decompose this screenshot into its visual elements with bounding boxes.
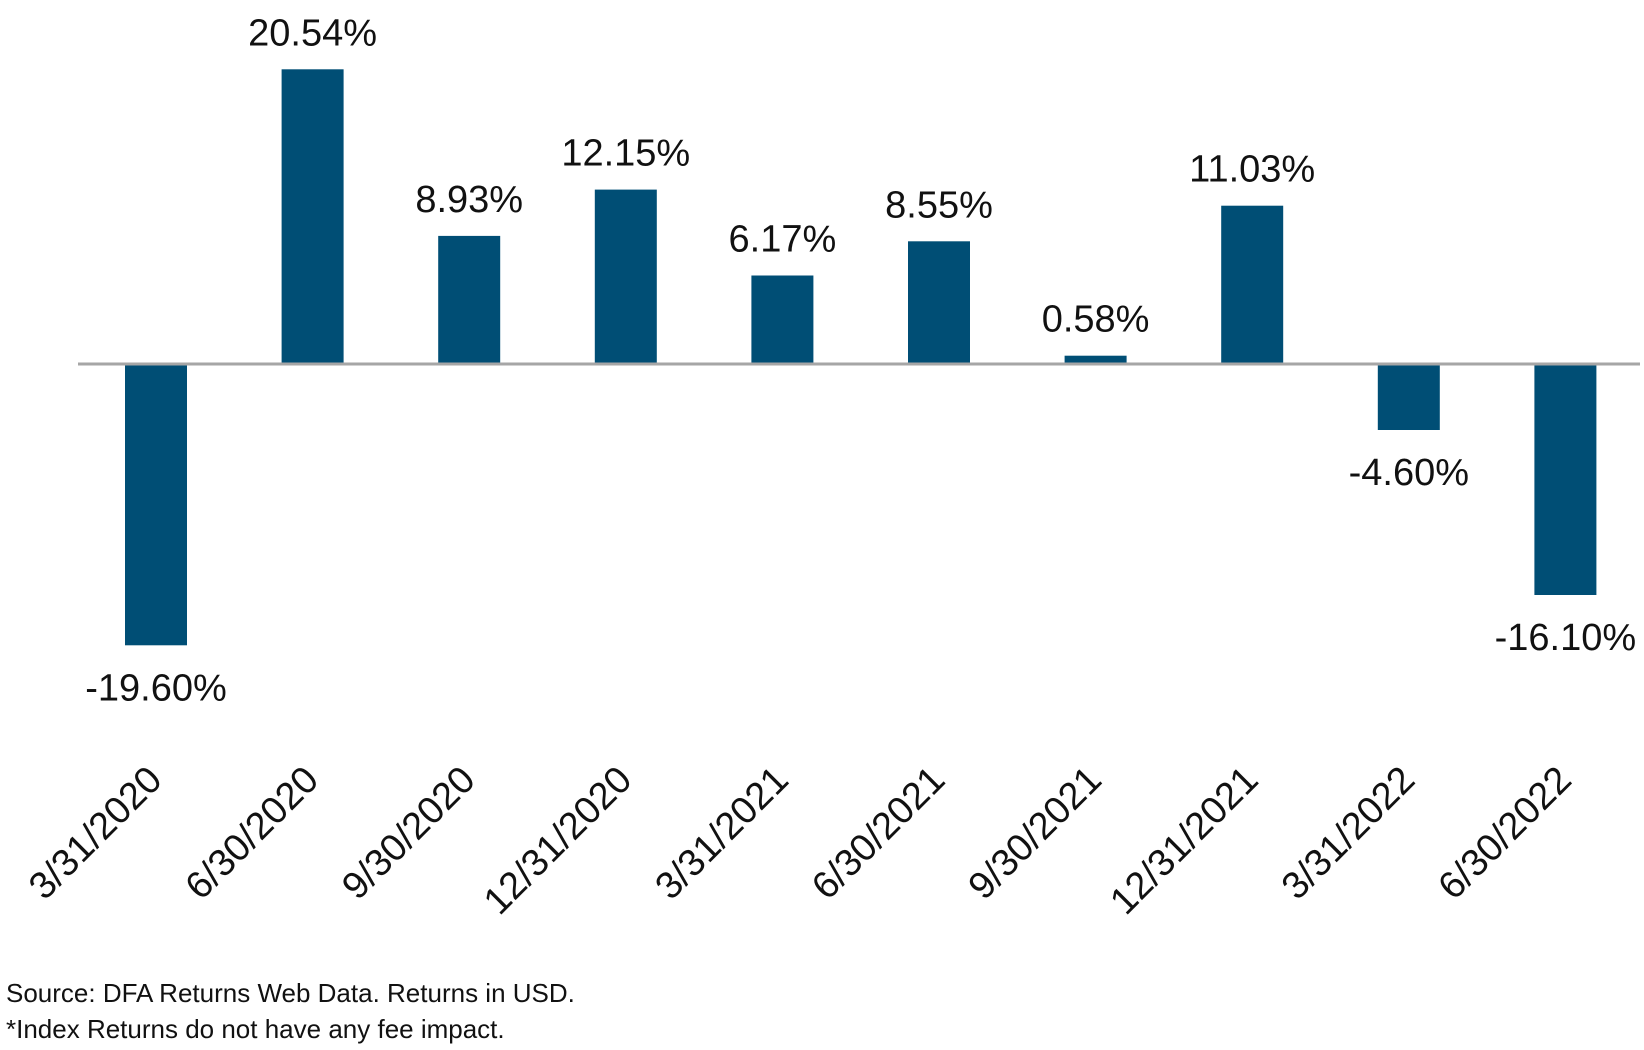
x-tick-label: 3/31/2020 [21,759,170,908]
x-tick-label: 9/30/2021 [961,759,1110,908]
x-tick-label: 12/31/2020 [476,759,640,923]
bar-12/31/2020 [594,189,657,364]
bars-group [125,69,1597,646]
data-label: -16.10% [1495,617,1637,659]
data-label: 12.15% [561,133,690,175]
x-tick-label: 6/30/2020 [178,759,327,908]
data-label: -19.60% [85,667,227,709]
data-label: -4.60% [1349,452,1469,494]
x-tick-label: 3/31/2021 [648,759,797,908]
source-note: Source: DFA Returns Web Data. Returns in… [6,978,575,1008]
bar-3/31/2020 [125,364,187,646]
bar-6/30/2021 [908,241,970,364]
bar-3/31/2021 [751,275,814,364]
value-labels-group: -19.60% 20.54% 8.93% 12.15% 6.17% 8.55% 0.58% 1… [85,12,1636,709]
bar-6/30/2022 [1534,364,1597,595]
data-label: 8.93% [415,179,523,221]
data-label: 11.03% [1189,149,1315,191]
bar-chart: -19.60% 20.54% 8.93% 12.15% 6.17% 8.55% 0.58% 1… [21,12,1640,923]
data-label: 6.17% [729,219,837,261]
bar-9/30/2020 [438,235,501,364]
bar-6/30/2020 [281,69,344,365]
x-tick-label: 3/31/2022 [1274,759,1423,908]
fee-impact-note: *Index Returns do not have any fee impac… [6,1014,505,1044]
data-label: 8.55% [885,184,993,226]
x-tick-label: 6/30/2022 [1431,759,1580,908]
x-tick-label: 12/31/2021 [1102,759,1266,923]
bar-9/30/2021 [1064,355,1127,364]
bar-3/31/2022 [1377,364,1440,430]
data-label: 0.58% [1042,299,1150,341]
x-tick-label: 6/30/2021 [804,759,953,908]
data-label: 20.54% [248,12,377,54]
x-tick-label: 9/30/2020 [334,759,483,908]
bar-12/31/2021 [1221,205,1284,364]
